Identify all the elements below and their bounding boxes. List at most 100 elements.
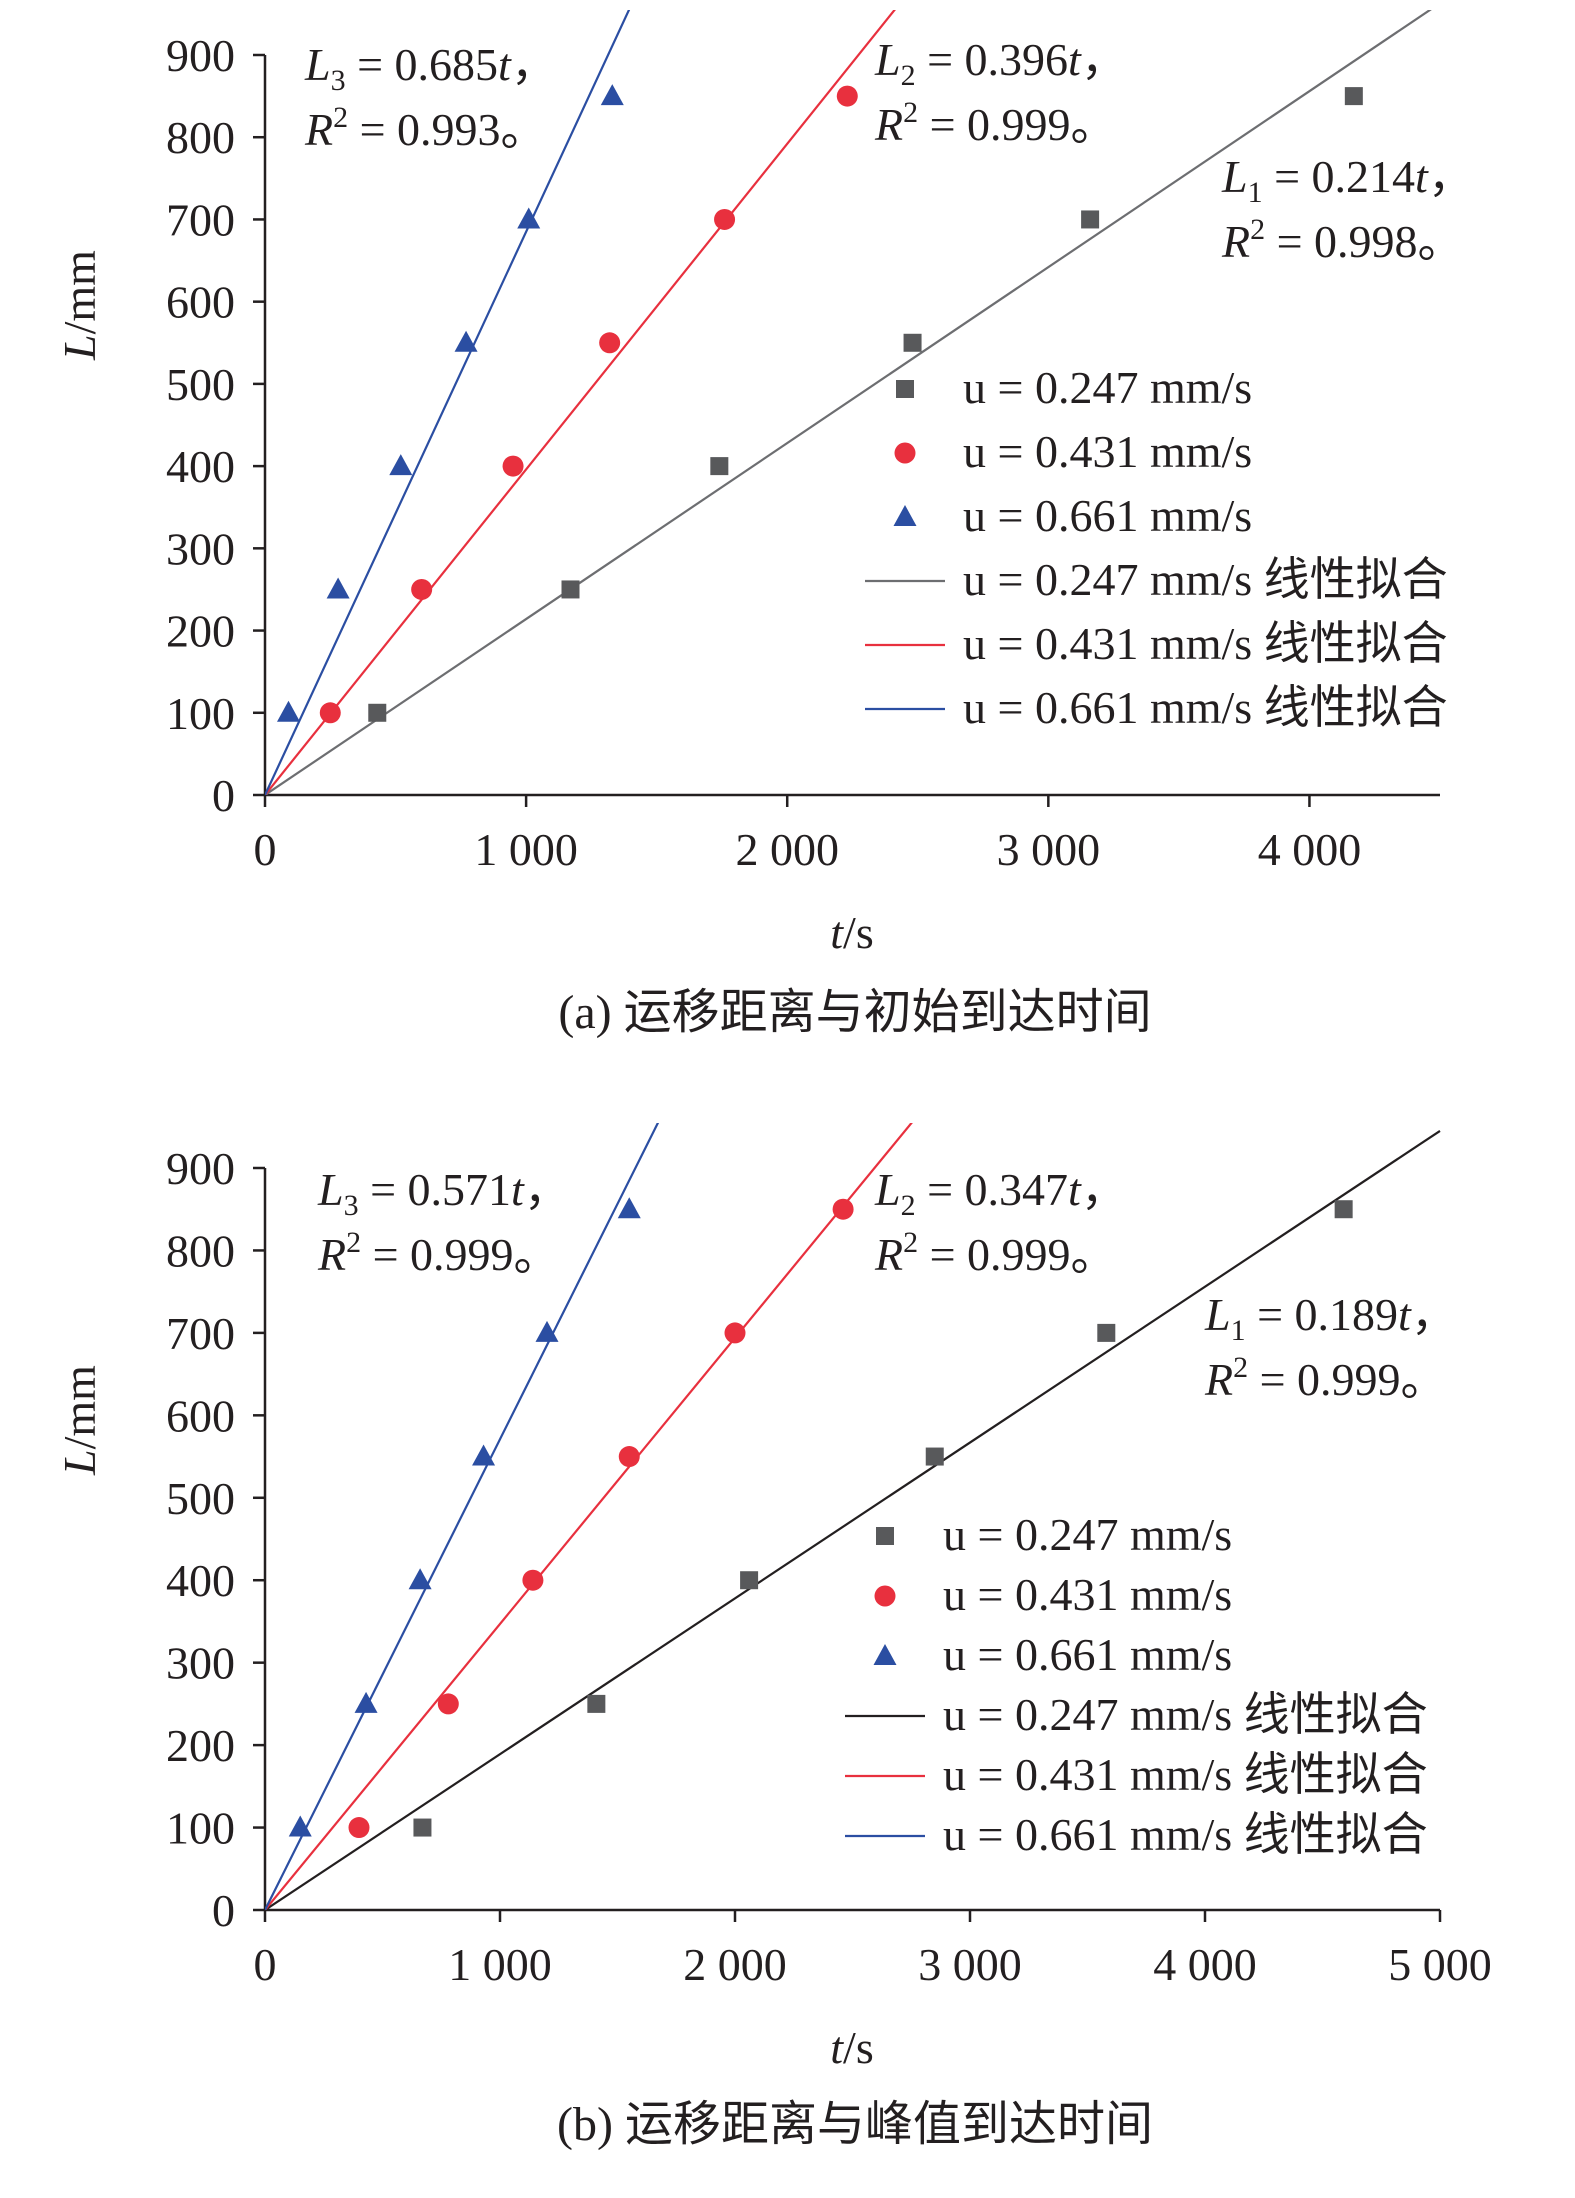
x-tick-label: 0 bbox=[254, 824, 277, 875]
legend-label: u = 0.661 mm/s bbox=[943, 1629, 1232, 1680]
data-point bbox=[408, 1568, 432, 1590]
fit-equation-2: L1 = 0.189t，R2 = 0.999。 bbox=[1204, 1289, 1457, 1405]
fit-equation-0: L3 = 0.685t，R2 = 0.993。 bbox=[304, 39, 557, 155]
x-axis-label: t/s bbox=[830, 2022, 873, 2073]
chart-panel-a: 0 100 200 300 400 500 600 700 800 900 0 1 000 2 000 3… bbox=[54, 10, 1474, 1039]
series-0-points bbox=[413, 1200, 1353, 1837]
y-tick-label: 400 bbox=[166, 441, 235, 492]
eq-superscript: 2 bbox=[903, 1226, 918, 1259]
legend-label: u = 0.661 mm/s 线性拟合 bbox=[963, 682, 1448, 733]
legend-marker bbox=[894, 442, 916, 464]
eq-superscript: 2 bbox=[333, 101, 348, 134]
y-axis-label-var: L bbox=[54, 1449, 105, 1476]
data-point bbox=[710, 457, 729, 476]
eq-slope: = 0.396 bbox=[916, 34, 1068, 85]
x-tick-label: 5 000 bbox=[1388, 1939, 1492, 1990]
fit-equation-0: L3 = 0.571t，R2 = 0.999。 bbox=[317, 1164, 570, 1280]
fit-equation-line1: L3 = 0.685t， bbox=[304, 39, 557, 97]
eq-subscript: 2 bbox=[901, 1189, 916, 1222]
y-axis-label-unit: /mm bbox=[54, 250, 105, 335]
y-tick-label: 300 bbox=[166, 523, 235, 574]
figure-caption: (b) 运移距离与峰值到达时间 bbox=[557, 2098, 1153, 2151]
fit-line-2 bbox=[265, 10, 631, 795]
data-point bbox=[1344, 87, 1363, 106]
eq-superscript: 2 bbox=[903, 96, 918, 129]
legend-marker bbox=[896, 380, 914, 398]
y-tick-label: 700 bbox=[166, 194, 235, 245]
legend-label: u = 0.247 mm/s bbox=[943, 1509, 1232, 1560]
data-point bbox=[368, 703, 387, 722]
data-point bbox=[535, 1320, 559, 1342]
fit-equation-line1: L1 = 0.214t， bbox=[1221, 151, 1474, 209]
data-point bbox=[319, 702, 341, 724]
eq-comma: ， bbox=[1081, 34, 1127, 85]
data-point bbox=[502, 455, 524, 477]
y-tick-label: 300 bbox=[166, 1638, 235, 1689]
eq-slope: = 0.214 bbox=[1263, 151, 1415, 202]
eq-L: L bbox=[874, 34, 901, 85]
data-point bbox=[724, 1322, 746, 1344]
x-axis-label-var: t bbox=[830, 907, 844, 958]
eq-slope: = 0.347 bbox=[916, 1164, 1068, 1215]
series-1-points bbox=[319, 85, 858, 724]
eq-superscript: 2 bbox=[1250, 213, 1265, 246]
eq-subscript: 1 bbox=[1248, 176, 1263, 209]
legend-marker bbox=[876, 1527, 894, 1545]
x-axis-label-unit: /s bbox=[843, 907, 874, 958]
y-tick-label: 900 bbox=[166, 1143, 235, 1194]
eq-r2: = 0.999。 bbox=[918, 99, 1116, 150]
legend-label: u = 0.661 mm/s bbox=[963, 490, 1252, 541]
y-axis-label-unit: /mm bbox=[54, 1365, 105, 1450]
data-point bbox=[389, 454, 413, 476]
legend-label: u = 0.431 mm/s bbox=[963, 426, 1252, 477]
fit-lines bbox=[265, 10, 1432, 795]
eq-comma: ， bbox=[524, 1164, 570, 1215]
eq-slope: = 0.685 bbox=[346, 39, 498, 90]
eq-R: R bbox=[1204, 1354, 1233, 1405]
eq-r2: = 0.999。 bbox=[918, 1229, 1116, 1280]
eq-t: t bbox=[511, 1164, 525, 1215]
eq-L: L bbox=[317, 1164, 344, 1215]
legend-label: u = 0.661 mm/s 线性拟合 bbox=[943, 1809, 1428, 1860]
fit-lines bbox=[265, 1123, 1441, 1910]
y-axis-label: L/mm bbox=[54, 250, 105, 361]
eq-r2: = 0.998。 bbox=[1265, 216, 1463, 267]
series-1-points bbox=[348, 1198, 854, 1839]
legend-label: u = 0.431 mm/s 线性拟合 bbox=[963, 618, 1448, 669]
fit-equation-line1: L2 = 0.347t， bbox=[874, 1164, 1127, 1222]
data-point bbox=[411, 578, 433, 600]
y-tick-label: 800 bbox=[166, 1225, 235, 1276]
eq-comma: ， bbox=[1411, 1289, 1457, 1340]
eq-L: L bbox=[304, 39, 331, 90]
eq-slope: = 0.571 bbox=[359, 1164, 511, 1215]
data-point bbox=[1097, 1323, 1116, 1342]
x-tick-label: 1 000 bbox=[474, 824, 578, 875]
x-axis-label-var: t bbox=[830, 2022, 844, 2073]
y-tick-label: 700 bbox=[166, 1308, 235, 1359]
y-tick-label: 0 bbox=[212, 1885, 235, 1936]
y-tick-label: 600 bbox=[166, 1390, 235, 1441]
data-point bbox=[326, 577, 350, 599]
fit-line-0 bbox=[265, 1129, 1441, 1910]
y-axis-label-var: L bbox=[54, 334, 105, 361]
x-tick-label: 4 000 bbox=[1153, 1939, 1257, 1990]
y-tick-label: 900 bbox=[166, 30, 235, 81]
eq-slope: = 0.189 bbox=[1246, 1289, 1398, 1340]
data-point bbox=[437, 1693, 459, 1715]
fit-equation-line2: R2 = 0.993。 bbox=[304, 101, 547, 155]
data-point bbox=[587, 1694, 606, 1713]
y-tick-label: 500 bbox=[166, 1473, 235, 1524]
series-2-points bbox=[288, 1197, 641, 1837]
fit-equation-2: L1 = 0.214t，R2 = 0.998。 bbox=[1221, 151, 1474, 267]
eq-r2: = 0.993。 bbox=[348, 104, 546, 155]
data-point bbox=[517, 207, 541, 229]
y-axis-label: L/mm bbox=[54, 1365, 105, 1476]
fit-line-1 bbox=[265, 10, 896, 795]
fit-equation-line2: R2 = 0.999。 bbox=[317, 1226, 560, 1280]
legend-label: u = 0.431 mm/s 线性拟合 bbox=[943, 1749, 1428, 1800]
series-0-points bbox=[368, 87, 1363, 722]
y-tick-label: 200 bbox=[166, 606, 235, 657]
data-point bbox=[740, 1571, 759, 1590]
x-tick-label: 4 000 bbox=[1258, 824, 1362, 875]
